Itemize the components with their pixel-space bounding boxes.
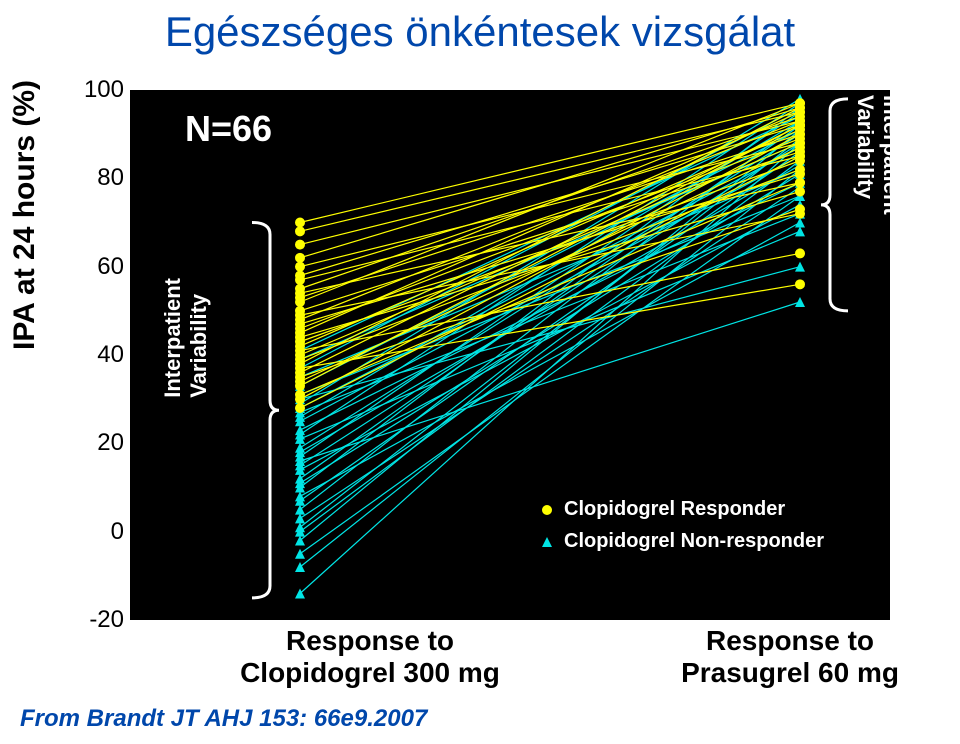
response-right-label: Response toPrasugrel 60 mg xyxy=(640,625,940,689)
y-tick: 100 xyxy=(64,76,124,104)
y-tick: 80 xyxy=(64,164,124,192)
legend-responder: Clopidogrel Responder xyxy=(540,498,785,521)
y-tick: 40 xyxy=(64,341,124,369)
y-axis-label: IPA at 24 hours (%) xyxy=(8,80,42,350)
chart-title: Egészséges önkéntesek vizsgálat xyxy=(0,8,960,56)
n-label: N=66 xyxy=(185,108,272,150)
interpatient-left-label: InterpatientVariability xyxy=(160,278,212,398)
response-left-label: Response toClopidogrel 300 mg xyxy=(200,625,540,689)
y-tick: 20 xyxy=(64,429,124,457)
legend-nonresponder-label: Clopidogrel Non-responder xyxy=(564,530,824,552)
responder-dot-icon xyxy=(540,503,554,517)
interpatient-right-label: InterpatientVariability xyxy=(852,95,904,215)
nonresponder-triangle-icon xyxy=(540,535,554,549)
y-tick: 60 xyxy=(64,253,124,281)
legend-nonresponder: Clopidogrel Non-responder xyxy=(540,530,824,553)
legend-responder-label: Clopidogrel Responder xyxy=(564,498,785,520)
y-tick: 0 xyxy=(64,518,124,546)
citation: From Brandt JT AHJ 153: 66e9.2007 xyxy=(20,705,427,733)
y-tick: -20 xyxy=(64,606,124,634)
